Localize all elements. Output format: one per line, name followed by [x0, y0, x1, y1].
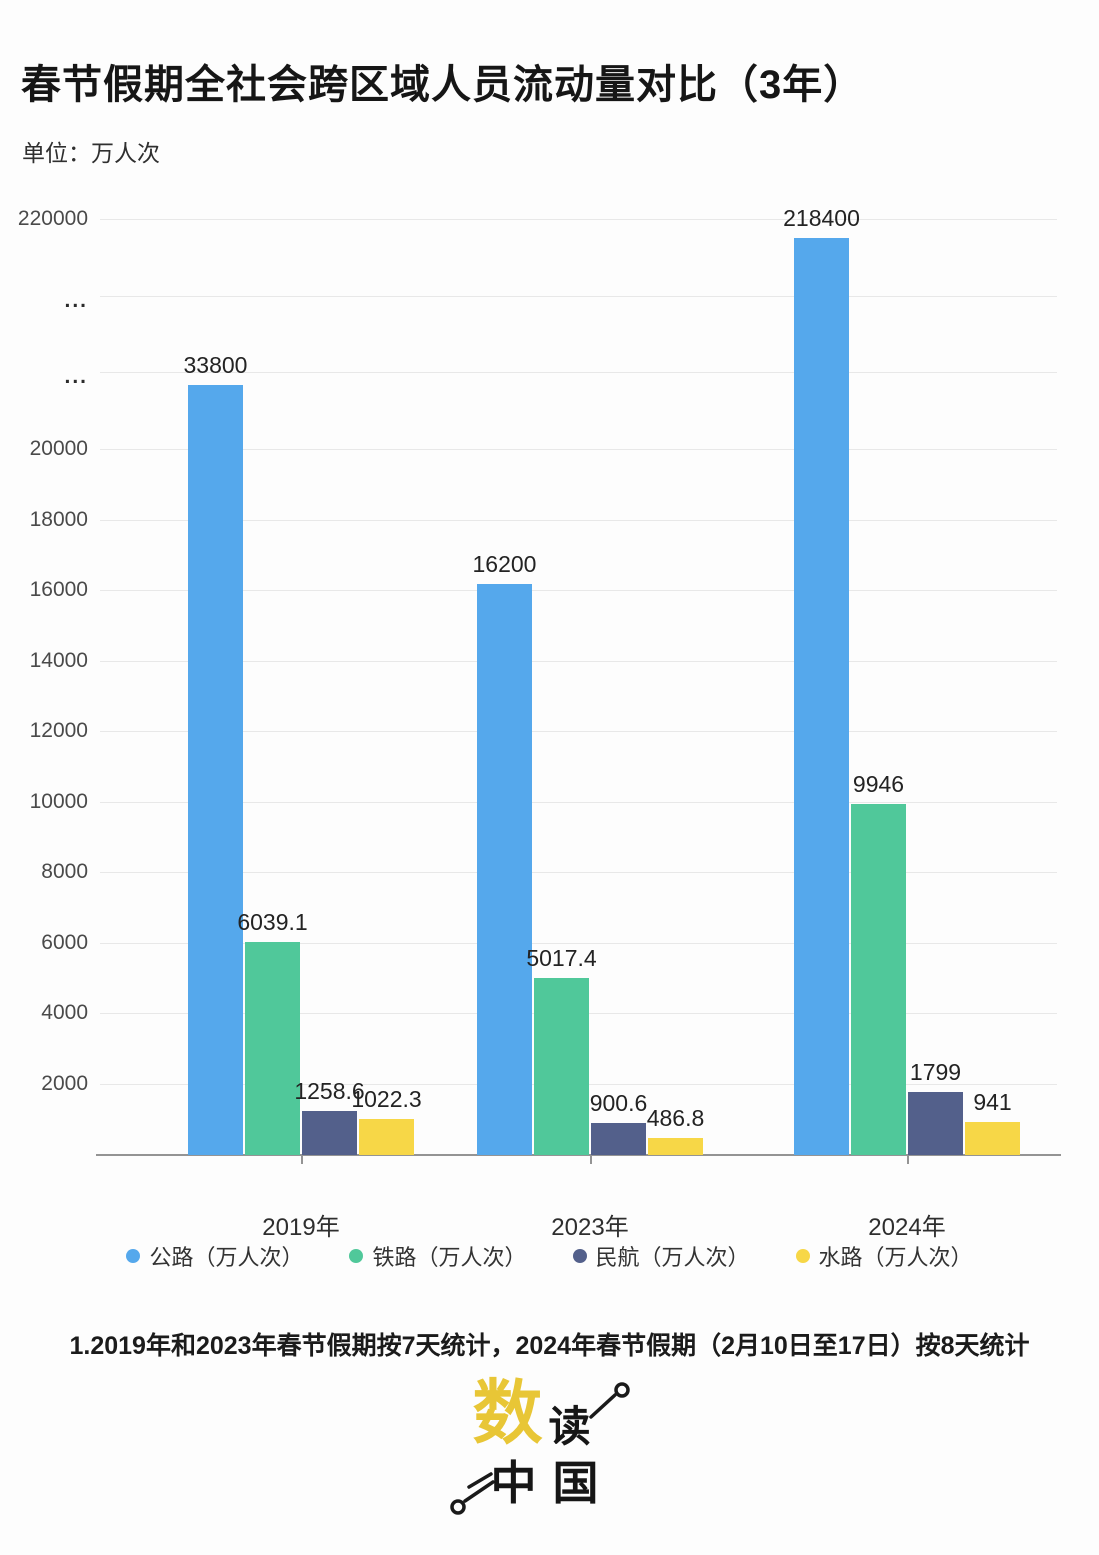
gridline	[100, 660, 1057, 662]
gridline	[100, 590, 1057, 591]
bar-value-label: 486.8	[646, 1104, 705, 1131]
y-axis-tick-label: 20000	[29, 437, 88, 460]
legend-dot-icon	[126, 1249, 141, 1263]
bar-value-label: 5017.4	[526, 945, 597, 972]
logo-shudu-zhongguo: 数 读 中国	[445, 1378, 655, 1542]
legend-dot-icon	[349, 1249, 364, 1263]
bar-2019年-series0	[188, 384, 243, 1155]
logo-char-second: 读	[548, 1402, 591, 1451]
bar-2024年-series1	[851, 804, 906, 1155]
y-axis-tick-label: 10000	[29, 789, 88, 813]
gridline	[100, 731, 1057, 732]
bar-2019年-series3	[359, 1118, 414, 1155]
bar-value-label: 33800	[183, 351, 248, 378]
bar-value-label: 6039.1	[237, 909, 308, 936]
legend-dot-icon	[795, 1249, 810, 1263]
legend-label: 民航（万人次）	[595, 1245, 750, 1270]
gridline	[100, 942, 1057, 944]
y-axis-break-mark: ...	[64, 288, 88, 312]
unit-label: 单位：万人次	[22, 140, 160, 166]
y-axis-break-mark: ...	[64, 365, 88, 389]
logo-char-main: 数	[472, 1371, 543, 1454]
x-axis-category-label: 2019年	[262, 1214, 340, 1241]
bar-2023年-series3	[648, 1137, 703, 1155]
bar-2023年-series0	[477, 583, 532, 1155]
gridline	[100, 801, 1057, 803]
bar-2024年-series2	[908, 1091, 963, 1155]
legend-item-series2: 民航（万人次）	[572, 1240, 750, 1272]
pin-decoration-icon	[449, 1382, 630, 1515]
bar-chart-plot-area: 2000 4000 6000 8000 10000 12000 14000 16000 1800…	[18, 205, 1061, 1241]
y-axis-tick-label: 220000	[17, 206, 88, 230]
legend-dot-icon	[572, 1249, 587, 1263]
legend-label: 公路（万人次）	[149, 1245, 304, 1270]
legend-item-series0: 公路（万人次）	[126, 1240, 303, 1272]
legend-label: 铁路（万人次）	[372, 1245, 527, 1270]
x-axis-tick	[590, 1156, 592, 1164]
bar-2024年-series0	[794, 237, 849, 1155]
y-axis-tick-label: 12000	[29, 719, 88, 742]
gridline	[100, 519, 1057, 521]
x-axis-category-label: 2023年	[551, 1214, 629, 1241]
legend-item-series1: 铁路（万人次）	[349, 1240, 527, 1272]
legend-label: 水路（万人次）	[818, 1245, 973, 1270]
bar-value-label: 1258.6	[294, 1077, 365, 1104]
bar-2019年-series1	[245, 942, 300, 1155]
logo-chars-bottom: 中国	[490, 1456, 615, 1510]
bar-value-label: 16200	[472, 550, 537, 577]
gridline	[100, 295, 1057, 297]
bar-value-label: 941	[973, 1088, 1012, 1115]
bar-value-label: 1799	[909, 1058, 962, 1085]
bar-2023年-series2	[591, 1123, 646, 1155]
chart-legend: 公路（万人次） 铁路（万人次） 民航（万人次） 水路（万人次）	[0, 1240, 1099, 1272]
y-axis-tick-label: 14000	[29, 648, 88, 672]
gridline	[100, 372, 1057, 374]
y-axis-tick-label: 2000	[41, 1071, 88, 1095]
x-axis-category-label: 2024年	[868, 1214, 946, 1241]
gridline	[100, 449, 1057, 450]
y-axis-tick-label: 6000	[41, 930, 88, 954]
bar-value-label: 9946	[852, 771, 905, 798]
legend-item-series3: 水路（万人次）	[795, 1240, 973, 1272]
bar-value-label: 1022.3	[351, 1085, 422, 1112]
footnote: 1.2019年和2023年春节假期按7天统计，2024年春节假期（2月10日至1…	[69, 1332, 1030, 1360]
bar-2024年-series3	[965, 1121, 1020, 1155]
page-title: 春节假期全社会跨区域人员流动量对比（3年）	[21, 63, 865, 107]
gridline	[100, 872, 1057, 873]
y-axis-tick-label: 18000	[29, 507, 88, 531]
y-axis-tick-label: 16000	[29, 578, 88, 601]
bar-value-label: 900.6	[589, 1090, 648, 1117]
bar-2019年-series2	[302, 1110, 357, 1155]
x-axis-line	[96, 1154, 1061, 1156]
gridline	[100, 218, 1057, 220]
x-axis-tick	[907, 1156, 909, 1164]
y-axis-tick-label: 8000	[41, 860, 88, 883]
y-axis-tick-label: 4000	[41, 1001, 88, 1024]
x-axis-tick	[301, 1156, 303, 1164]
bar-2023年-series1	[534, 978, 589, 1155]
bar-value-label: 218400	[783, 204, 860, 231]
